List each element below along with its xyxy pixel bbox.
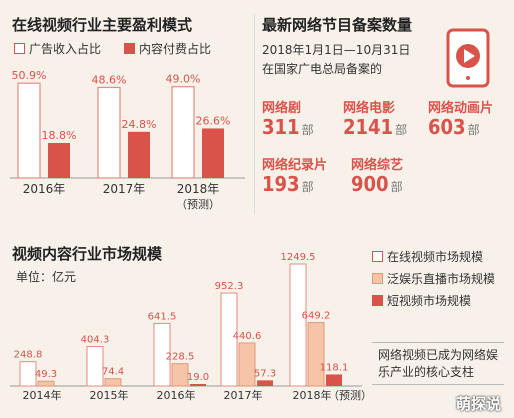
bar-1-1	[104, 378, 122, 387]
data-label: 118.1	[320, 362, 349, 373]
tablet-play-icon	[446, 28, 490, 88]
bar-0-3	[220, 292, 238, 387]
x-tick-label: 2016年	[23, 182, 66, 196]
data-label: 49.3	[35, 369, 57, 380]
x-tick-sublabel: （预测）	[176, 198, 220, 211]
profit-model-chart: 50.9% 18.8% 2016年 48.6% 24.8% 2017年 49.0% 26.6%…	[10, 69, 245, 211]
data-label: 952.3	[215, 281, 244, 292]
data-label: 1249.5	[281, 252, 316, 263]
market-size-title: 视频内容行业市场规模	[12, 245, 163, 263]
data-label: 440.6	[233, 331, 262, 342]
market-size-unit: 单位：亿元	[16, 270, 77, 284]
bar-1-4	[307, 322, 325, 387]
bar-0-0	[19, 361, 37, 387]
stat-value-film: 2141 部	[343, 115, 408, 139]
x-tick-label: 2014年	[23, 388, 62, 402]
legend-fill-swatch	[372, 295, 383, 306]
legend-ad-label: 广告收入占比	[29, 42, 102, 56]
legend-online-video: 在线视频市场规模	[372, 248, 483, 265]
stat-label-drama: 网络剧	[262, 101, 302, 116]
x-tick-label: 2018年	[177, 182, 220, 196]
legend-online-video-label: 在线视频市场规模	[387, 250, 484, 264]
legend-short-video: 短视频市场规模	[372, 292, 471, 309]
stat-value-drama: 311 部	[262, 115, 314, 139]
data-label: 26.6%	[196, 114, 231, 127]
bar-0-0	[17, 82, 41, 179]
x-tick-label: 2018年	[293, 388, 332, 402]
note-rule-bottom	[372, 384, 504, 385]
filing-date-range: 2018年1月1日—10月31日	[262, 43, 411, 57]
bar-1-1	[128, 131, 150, 178]
legend-outline-swatch	[14, 43, 25, 54]
legend-peach-swatch	[372, 273, 383, 284]
market-note: 网络视频已成为网络娱乐产业的核心支柱	[378, 348, 499, 379]
bar-0-2	[153, 322, 171, 387]
data-label: 50.9%	[12, 69, 47, 82]
bar-1-0	[37, 380, 55, 387]
data-label: 228.5	[166, 352, 195, 363]
stat-label-film: 网络电影	[343, 101, 396, 116]
legend-outline-swatch	[372, 251, 383, 262]
x-tick-label: 2016年	[157, 388, 196, 402]
legend-paid-label: 内容付费占比	[139, 42, 212, 56]
bar-1-0	[48, 142, 70, 178]
legend-live-streaming: 泛娱乐直播市场规模	[372, 270, 495, 287]
stat-label-documentary: 网络纪录片	[262, 158, 328, 173]
note-rule-top	[372, 342, 504, 343]
data-label: 49.0%	[166, 73, 201, 86]
data-label: 74.4	[102, 367, 124, 378]
data-label: 649.2	[302, 311, 331, 322]
watermark: 萌探说	[456, 395, 502, 413]
x-tick-label: 2015年	[90, 388, 129, 402]
bar-1-3	[238, 342, 256, 387]
bar-0-4	[289, 263, 307, 387]
stat-value-animation: 603 部	[428, 115, 480, 139]
bar-2-4	[326, 374, 342, 386]
data-label: 24.8%	[122, 118, 157, 131]
data-label: 248.8	[14, 350, 43, 361]
stat-value-variety: 900 部	[351, 172, 403, 196]
market-size-chart: 248.8 49.3 2014年 404.3 74.4 2015年 641.5 228.5 19…	[10, 252, 372, 402]
legend-fill-swatch	[124, 43, 135, 54]
bar-1-2	[171, 363, 189, 387]
bar-2-3	[257, 380, 273, 386]
data-label: 404.3	[81, 335, 110, 346]
legend-short-video-label: 短视频市场规模	[387, 294, 472, 308]
stat-label-variety: 网络综艺	[351, 158, 404, 173]
legend-live-streaming-label: 泛娱乐直播市场规模	[387, 272, 496, 286]
x-tick-sublabel: （预测）	[328, 389, 372, 402]
bar-1-2	[202, 128, 224, 178]
x-tick-label: 2017年	[103, 182, 146, 196]
data-label: 19.0	[187, 372, 209, 383]
data-label: 18.8%	[42, 129, 77, 142]
bar-0-2	[171, 86, 195, 179]
data-label: 641.5	[148, 311, 177, 322]
legend-paid-content: 内容付费占比	[124, 40, 211, 57]
stat-label-animation: 网络动画片	[428, 101, 494, 116]
filing-org: 在国家广电总局备案的	[262, 62, 383, 76]
profit-model-title: 在线视频行业主要盈利模式	[12, 16, 193, 34]
data-label: 57.3	[254, 368, 276, 379]
filing-title: 最新网络节目备案数量	[262, 16, 413, 34]
x-tick-label: 2017年	[224, 388, 263, 402]
legend-ad-revenue: 广告收入占比	[14, 40, 101, 57]
stat-value-documentary: 193 部	[262, 172, 314, 196]
divider	[254, 14, 255, 214]
bar-0-1	[86, 346, 104, 387]
data-label: 48.6%	[92, 73, 127, 86]
bar-2-2	[190, 384, 206, 386]
bar-0-1	[97, 86, 121, 179]
